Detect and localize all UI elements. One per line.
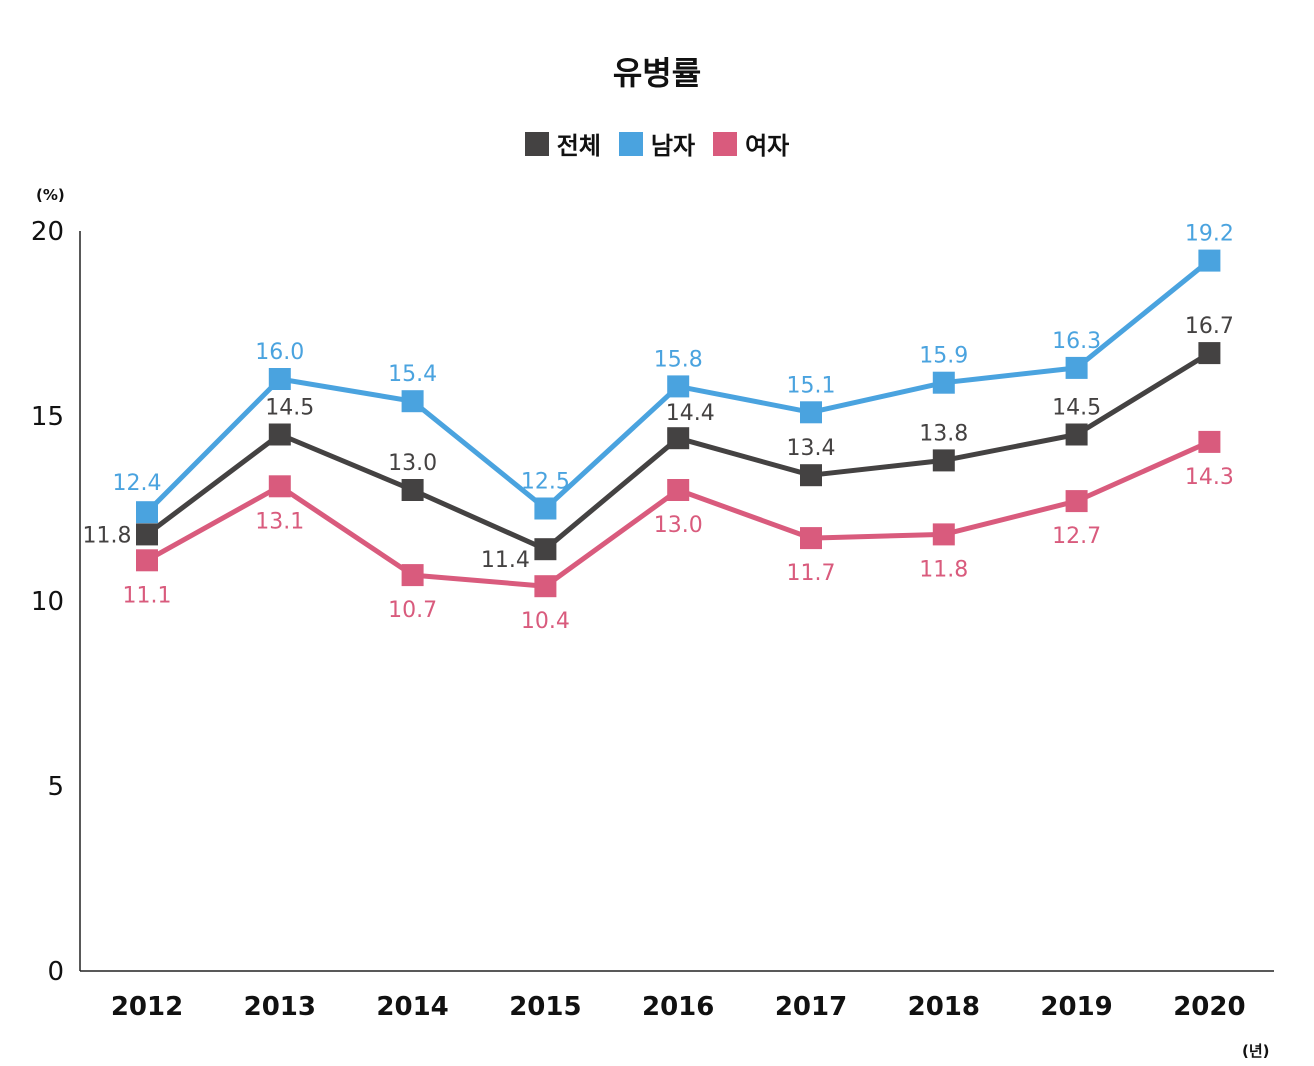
legend: 전체 남자 여자 [0,126,1314,161]
data-point-female [667,479,690,501]
data-label-male: 15.1 [787,373,836,398]
x-tick-label: 2012 [111,992,183,1022]
data-label-total: 11.4 [481,548,530,573]
x-tick-label: 2014 [376,992,448,1022]
legend-item-total: 전체 [524,126,601,161]
data-point-male [268,368,291,390]
data-label-male: 19.2 [1185,222,1234,247]
legend-item-female: 여자 [713,126,789,161]
data-label-female: 13.1 [255,509,304,534]
legend-label-total: 전체 [556,132,601,160]
data-point-total [268,423,291,446]
data-label-total: 14.5 [1052,396,1101,421]
data-point-male [667,375,690,398]
data-label-female: 11.7 [787,561,836,586]
data-label-female: 11.8 [919,557,968,582]
data-label-male: 15.4 [388,362,437,387]
data-label-female: 13.0 [654,513,703,538]
y-tick-label: 0 [47,957,64,987]
data-point-total [136,523,158,546]
y-tick-label: 5 [47,772,64,802]
x-tick-label: 2017 [775,992,847,1022]
data-label-male: 15.8 [654,347,703,372]
data-point-male [1065,356,1088,379]
chart-title: 유병률 [612,54,702,92]
data-label-female: 12.7 [1052,524,1101,549]
data-point-female [1198,430,1221,453]
data-label-total: 14.5 [265,396,314,421]
data-label-male: 15.9 [919,344,968,369]
data-point-total [667,427,690,450]
legend-label-male: 남자 [650,132,696,160]
legend-label-female: 여자 [745,132,790,160]
data-label-male: 12.4 [113,471,162,496]
data-point-female [136,549,158,572]
legend-swatch-male [618,131,643,156]
y-tick-label: 20 [31,217,64,247]
data-point-female [800,527,822,550]
data-point-male [932,371,955,394]
y-tick-label: 10 [31,587,64,617]
x-tick-label: 2019 [1040,992,1112,1022]
data-point-female [401,564,424,587]
y-unit-label: (%) [36,186,65,204]
x-unit-label: (년) [1242,1042,1270,1060]
y-tick-label: 15 [31,402,64,432]
legend-item-male: 남자 [618,126,696,161]
x-tick-label: 2016 [642,992,714,1022]
data-point-female [1065,490,1088,513]
data-point-female [534,575,557,598]
x-tick-label: 2020 [1173,992,1245,1022]
data-point-female [268,475,291,498]
legend-swatch-total [524,131,549,156]
x-tick-label: 2018 [908,992,980,1022]
data-label-male: 16.0 [255,340,304,365]
data-point-male [534,497,557,520]
data-point-total [800,464,822,487]
data-label-female: 14.3 [1185,465,1234,490]
data-point-total [534,538,557,561]
data-point-female [932,523,955,546]
legend-swatch-female [713,131,738,156]
data-label-female: 10.4 [521,609,570,634]
data-point-total [932,449,955,472]
data-label-male: 12.5 [521,470,570,495]
data-point-male [1198,249,1221,272]
data-point-male [401,390,424,413]
data-point-total [401,479,424,501]
data-label-total: 11.8 [83,523,132,548]
data-point-male [136,501,158,524]
data-label-total: 13.4 [787,436,836,461]
data-label-total: 13.0 [388,451,437,476]
data-label-male: 16.3 [1052,329,1101,354]
data-label-total: 13.8 [919,421,968,446]
data-point-male [800,401,822,424]
data-label-female: 10.7 [388,598,437,623]
x-tick-label: 2015 [509,992,581,1022]
data-label-total: 14.4 [666,401,715,426]
data-label-total: 16.7 [1185,314,1234,339]
data-label-female: 11.1 [123,583,172,608]
data-point-total [1065,423,1088,446]
data-point-total [1198,342,1221,365]
x-tick-label: 2013 [244,992,316,1022]
